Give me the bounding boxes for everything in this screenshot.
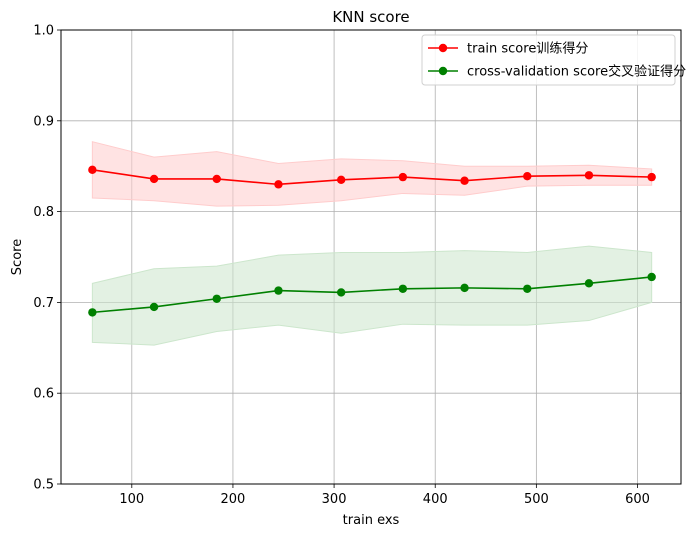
x-tick-label: 100 (119, 492, 144, 507)
cv-score-band (91, 245, 653, 346)
confidence-bands (91, 141, 653, 346)
train-score-point (584, 171, 594, 180)
series-lines (92, 169, 652, 314)
x-tick-label: 300 (322, 492, 347, 507)
y-axis-label: Score (10, 239, 25, 275)
legend-box (421, 34, 676, 86)
chart-title: KNN score (332, 8, 409, 26)
legend-label-cv-score: cross-validation score交叉验证得分 (467, 64, 686, 80)
train-score-band (91, 141, 653, 207)
train-score-point (398, 172, 408, 182)
x-tick-label: 500 (524, 492, 549, 507)
cv-score-point (88, 308, 97, 317)
cv-score-point (212, 294, 221, 303)
x-tick-label: 400 (423, 492, 448, 507)
train-score-point (460, 176, 469, 185)
cv-score-line (92, 276, 652, 314)
cv-score-point (584, 279, 594, 288)
train-score-point (647, 172, 656, 182)
train-score-point (212, 174, 221, 184)
x-tick-label: 200 (221, 492, 246, 507)
y-axis-ticks: 0.5 0.6 0.7 0.8 0.9 1.0 (33, 24, 61, 493)
y-tick-label: 0.7 (33, 296, 54, 311)
train-score-point (523, 171, 532, 181)
legend-label-train-score: train score训练得分 (467, 41, 588, 57)
cv-score-point (336, 288, 346, 297)
cv-score-point (274, 286, 283, 295)
x-tick-label: 600 (625, 492, 650, 507)
y-tick-label: 0.8 (33, 205, 54, 220)
y-tick-label: 1.0 (33, 24, 54, 39)
series-points (88, 165, 656, 317)
y-tick-label: 0.9 (33, 114, 54, 129)
cv-score-point (398, 284, 408, 293)
x-axis-ticks: 100 200 300 400 500 600 (119, 484, 650, 507)
cv-score-point (647, 272, 656, 282)
train-score-point (149, 174, 159, 184)
legend-marker-cv-score (438, 66, 448, 76)
train-score-line (92, 169, 652, 186)
y-tick-label: 0.5 (33, 478, 54, 493)
legend: train score训练得分 cross-validation score交叉验… (421, 34, 686, 86)
plot-frame (60, 29, 682, 485)
train-score-point (336, 175, 346, 185)
y-tick-label: 0.6 (33, 387, 54, 402)
cv-score-point (149, 302, 159, 312)
legend-marker-train-score (438, 43, 448, 53)
cv-score-point (460, 283, 469, 293)
train-score-point (274, 180, 283, 189)
train-score-point (88, 165, 97, 175)
cv-score-point (523, 284, 532, 293)
x-axis-label: train exs (343, 513, 400, 528)
